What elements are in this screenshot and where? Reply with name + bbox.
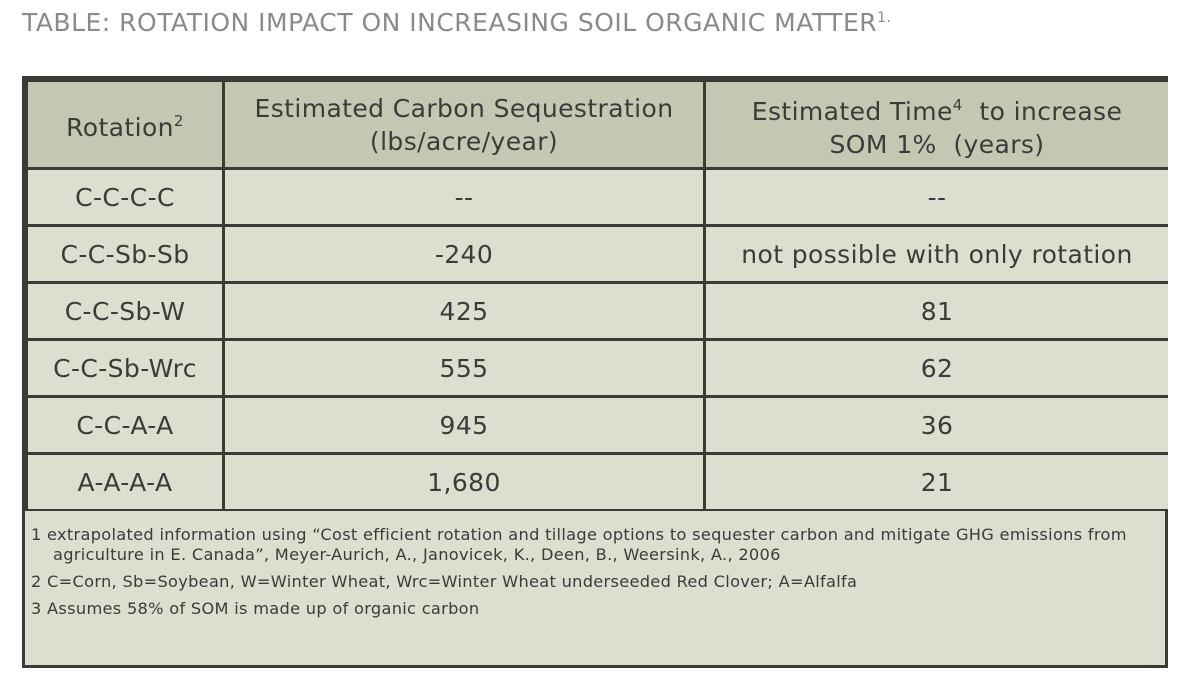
header-row: Rotation2 Estimated Carbon Sequestration… [28,82,1168,167]
rotation-cell: C-C-C-C [28,170,222,224]
carbon-cell: 945 [225,398,703,452]
rotation-cell: C-C-A-A [28,398,222,452]
time-cell: 81 [706,284,1168,338]
time-cell: -- [706,170,1168,224]
rotation-table: Rotation2 Estimated Carbon Sequestration… [25,79,1171,512]
header-estimated-time: Estimated Time4 to increase SOM 1% (years… [706,82,1168,167]
carbon-cell: 555 [225,341,703,395]
header-carbon-sequestration: Estimated Carbon Sequestration (lbs/acre/… [225,82,703,167]
time-cell: not possible with only rotation [706,227,1168,281]
table-row: A-A-A-A 1,680 21 [28,455,1168,509]
time-cell: 21 [706,455,1168,509]
carbon-cell: 1,680 [225,455,703,509]
header-rotation: Rotation2 [28,82,222,167]
footnotes: 1 extrapolated information using “Cost e… [25,511,1165,665]
footnote-3: 3 Assumes 58% of SOM is made up of organ… [31,599,480,618]
table-row: C-C-Sb-Sb -240 not possible with only rota… [28,227,1168,281]
table-row: C-C-C-C -- -- [28,170,1168,224]
title-text: TABLE: ROTATION IMPACT ON INCREASING SOI… [22,8,878,37]
time-cell: 62 [706,341,1168,395]
rotation-cell: C-C-Sb-W [28,284,222,338]
table-frame: Rotation2 Estimated Carbon Sequestration… [22,76,1168,668]
rotation-cell: A-A-A-A [28,455,222,509]
rotation-cell: C-C-Sb-Sb [28,227,222,281]
title-footnote-marker: 1. [877,10,892,26]
table-row: C-C-A-A 945 36 [28,398,1168,452]
footnote-2: 2 C=Corn, Sb=Soybean, W=Winter Wheat, Wr… [31,572,858,591]
table-row: C-C-Sb-W 425 81 [28,284,1168,338]
carbon-cell: -240 [225,227,703,281]
page-title: TABLE: ROTATION IMPACT ON INCREASING SOI… [22,8,891,37]
time-cell: 36 [706,398,1168,452]
carbon-cell: 425 [225,284,703,338]
footnote-1: 1 extrapolated information using “Cost e… [31,525,1127,564]
table-row: C-C-Sb-Wrc 555 62 [28,341,1168,395]
carbon-cell: -- [225,170,703,224]
rotation-cell: C-C-Sb-Wrc [28,341,222,395]
